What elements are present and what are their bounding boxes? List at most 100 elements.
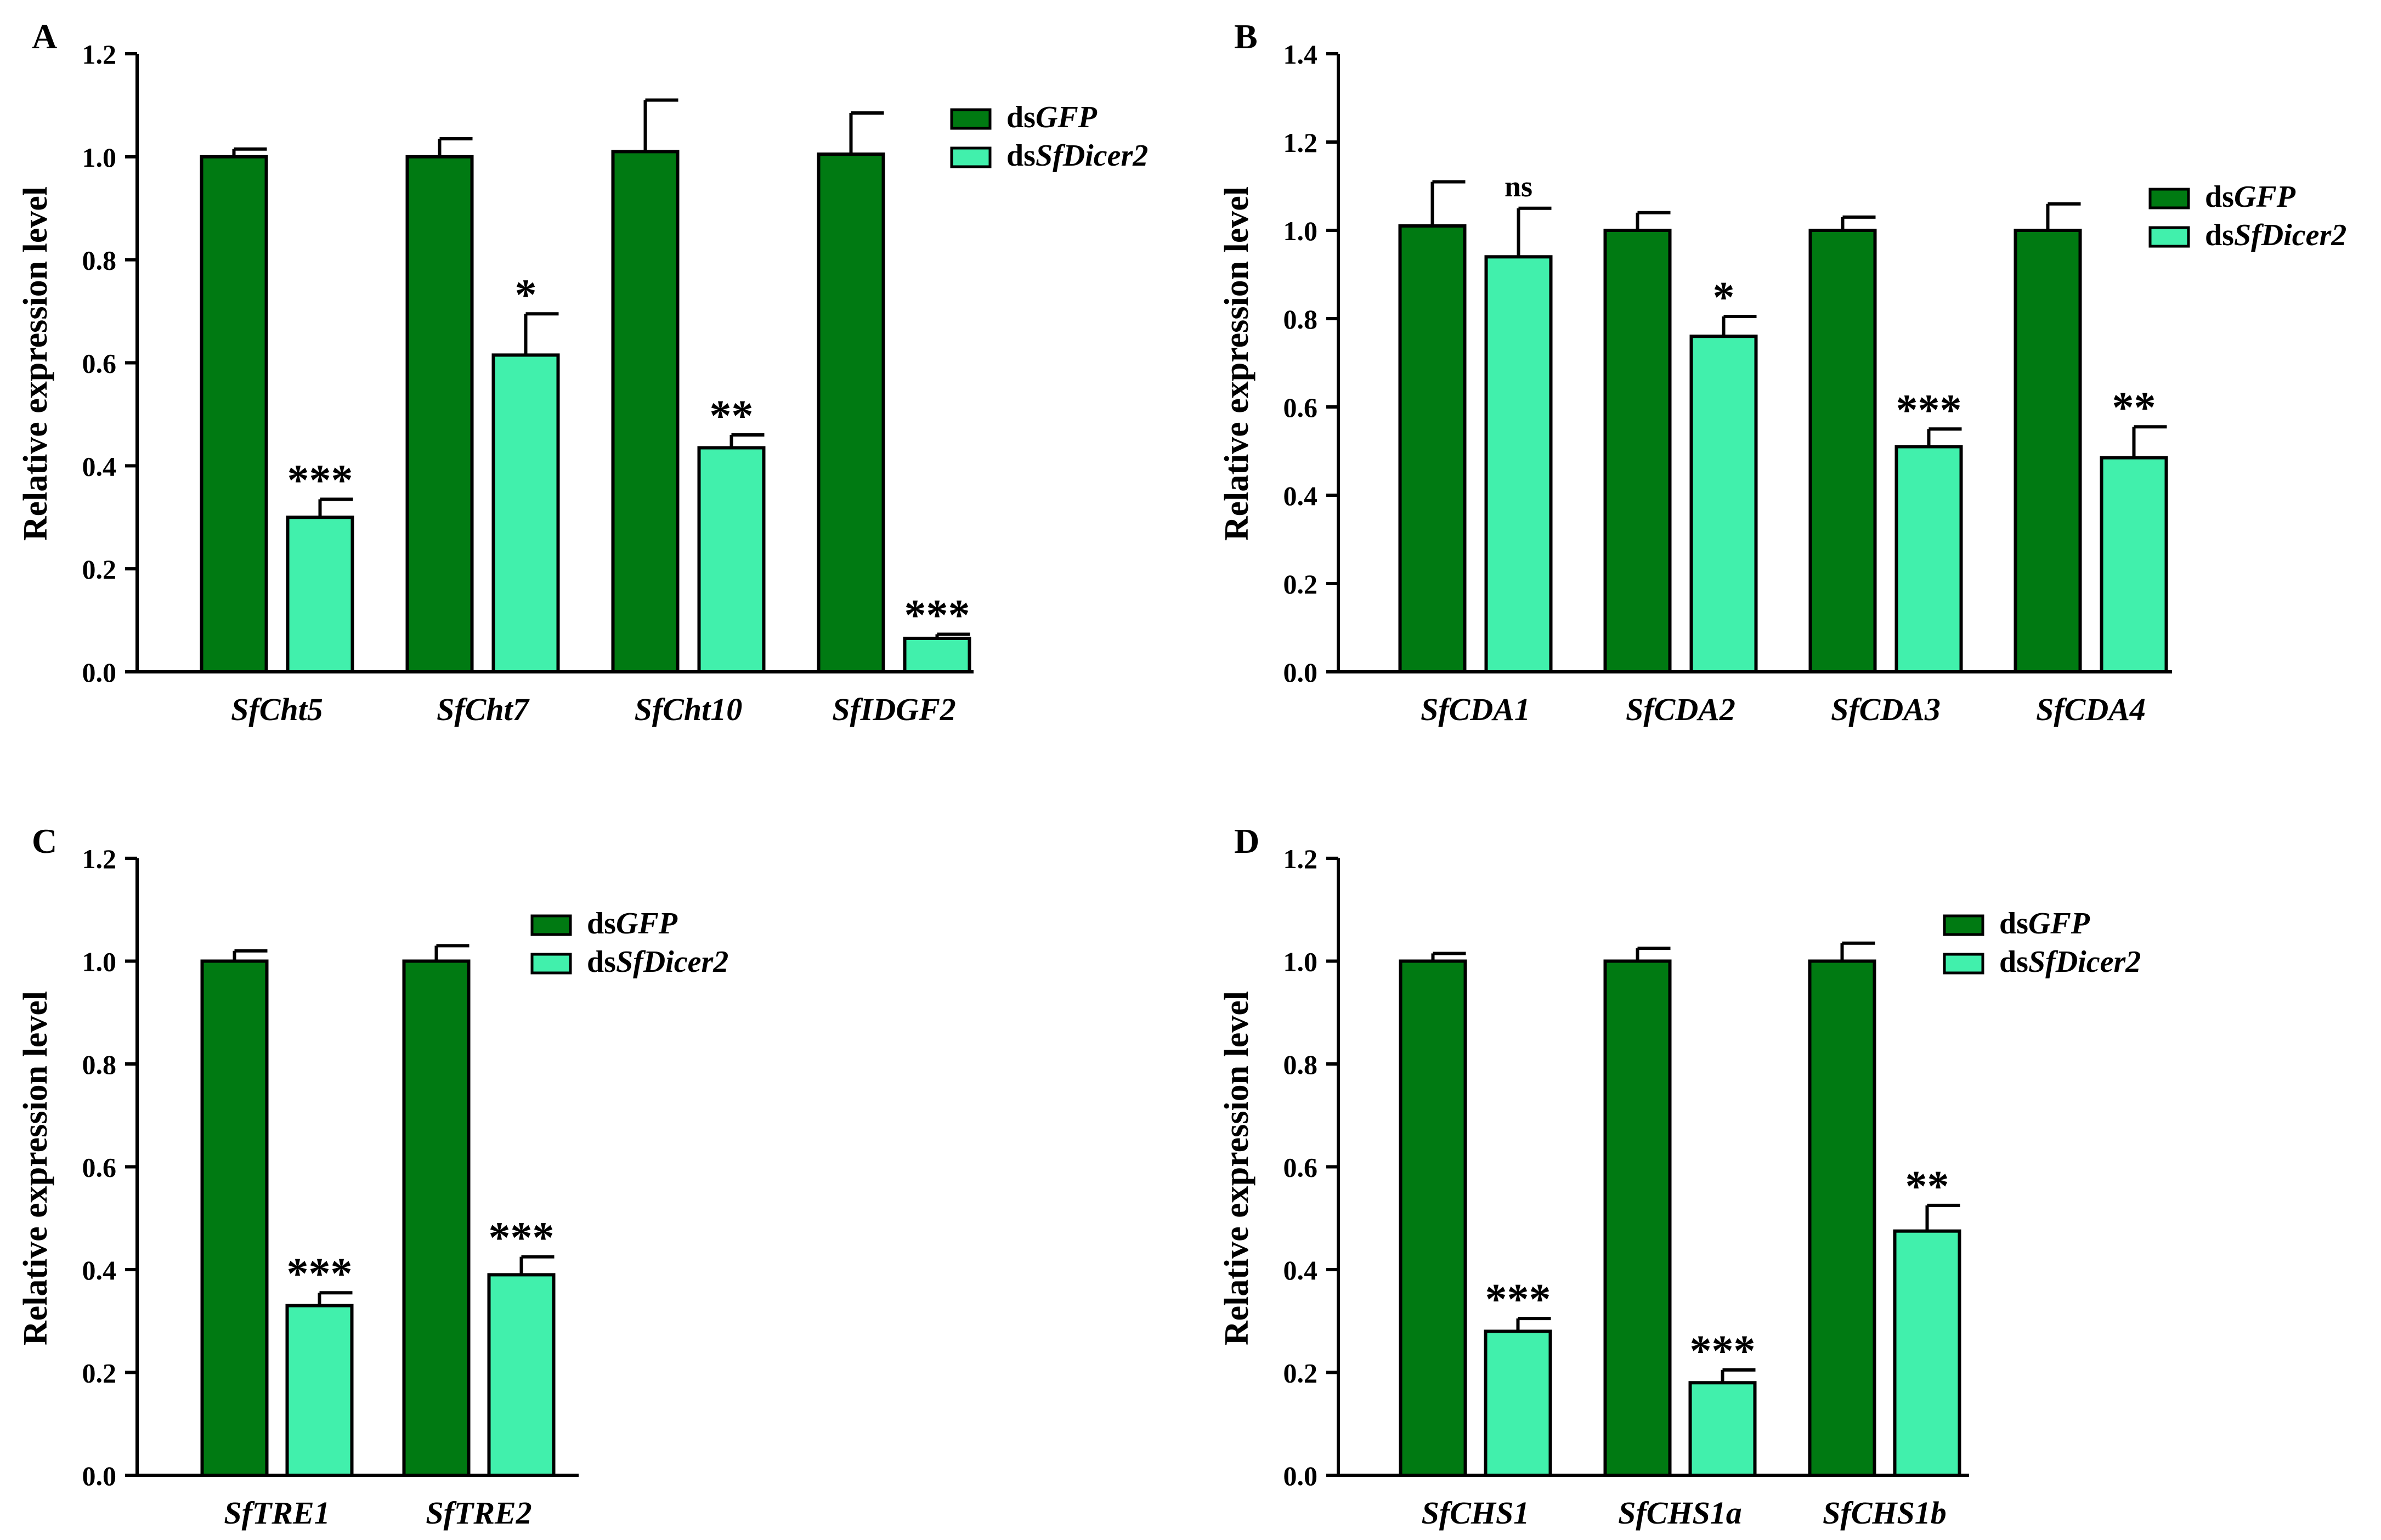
y-tick-label: 1.0 bbox=[82, 142, 117, 173]
legend-gene: GFP bbox=[2028, 907, 2090, 941]
y-axis-label: Relative expression level bbox=[17, 991, 54, 1345]
x-tick-label: SfCDA2 bbox=[1626, 692, 1735, 727]
legend-swatch bbox=[530, 914, 572, 936]
legend-swatch bbox=[950, 108, 992, 130]
legend-swatch bbox=[950, 146, 992, 168]
bar-control bbox=[402, 959, 471, 1477]
bar-control bbox=[1603, 229, 1672, 673]
bar-control bbox=[2014, 229, 2082, 673]
x-tick-label: SfCHS1a bbox=[1618, 1495, 1742, 1531]
bar-control bbox=[1398, 224, 1467, 673]
significance-label: *** bbox=[1690, 1327, 1756, 1375]
bar-control bbox=[1808, 229, 1877, 673]
y-axis-label: Relative expression level bbox=[17, 186, 54, 541]
legend-label: dsGFP bbox=[1999, 907, 2090, 941]
y-tick-label: 0.8 bbox=[1283, 1049, 1318, 1080]
legend-label: dsGFP bbox=[2205, 180, 2296, 214]
y-tick-label: 0.2 bbox=[82, 554, 117, 585]
significance-label: *** bbox=[489, 1214, 555, 1262]
legend-prefix: ds bbox=[1006, 139, 1036, 173]
panel-label: B bbox=[1234, 17, 1258, 56]
bar-control bbox=[1399, 959, 1467, 1477]
legend-gene: SfDicer2 bbox=[616, 945, 728, 979]
y-tick-label: 1.0 bbox=[82, 947, 117, 977]
significance-label: ** bbox=[1905, 1163, 1949, 1211]
significance-label: * bbox=[1713, 274, 1735, 322]
bar-treatment bbox=[697, 446, 766, 674]
y-axis-label: Relative expression level bbox=[1218, 991, 1255, 1345]
y-tick-label: 1.4 bbox=[1283, 39, 1318, 70]
bar-control bbox=[1808, 959, 1876, 1477]
bar-control bbox=[200, 959, 269, 1477]
legend-label: dsSfDicer2 bbox=[587, 945, 728, 979]
panel-b: B Relative expression level 0.0 0.2 0.4 0.6 0.… bbox=[1218, 17, 2346, 727]
bar-treatment bbox=[487, 1273, 556, 1477]
y-tick-label: 0.4 bbox=[1283, 1255, 1318, 1286]
bar-treatment bbox=[1893, 1229, 1961, 1477]
x-tick-label: SfCDA1 bbox=[1421, 692, 1530, 727]
y-tick-label: 0.6 bbox=[82, 1152, 117, 1183]
y-tick-label: 0.0 bbox=[1283, 657, 1318, 688]
y-tick-label: 1.2 bbox=[82, 39, 117, 70]
panel-d: D Relative expression level 0.0 0.2 0.4 0.6 0.… bbox=[1218, 822, 2141, 1531]
legend-prefix: ds bbox=[2205, 180, 2234, 214]
legend-prefix: ds bbox=[1999, 907, 2028, 941]
panel-label: C bbox=[32, 822, 57, 860]
bar-control bbox=[611, 150, 680, 674]
significance-label: *** bbox=[287, 1250, 353, 1298]
x-tick-label: SfIDGF2 bbox=[832, 692, 956, 727]
legend-prefix: ds bbox=[587, 945, 616, 979]
legend-label: dsSfDicer2 bbox=[2205, 218, 2346, 252]
bar-control bbox=[817, 152, 885, 673]
legend-label: dsSfDicer2 bbox=[1999, 945, 2141, 979]
significance-label: ns bbox=[1505, 170, 1532, 203]
bar-treatment bbox=[491, 353, 560, 673]
y-tick-label: 0.4 bbox=[82, 451, 117, 482]
y-tick-label: 1.0 bbox=[1283, 947, 1318, 977]
y-tick-label: 0.6 bbox=[82, 348, 117, 379]
y-tick-label: 0.8 bbox=[82, 245, 117, 276]
bar-treatment bbox=[1484, 255, 1553, 673]
legend-gene: GFP bbox=[616, 907, 678, 941]
legend-prefix: ds bbox=[1999, 945, 2028, 979]
y-tick-label: 1.2 bbox=[82, 843, 117, 874]
legend-gene: GFP bbox=[2234, 180, 2296, 214]
y-tick-label: 0.0 bbox=[82, 1460, 117, 1491]
x-tick-label: SfCHS1b bbox=[1823, 1495, 1947, 1531]
significance-label: *** bbox=[1485, 1276, 1551, 1324]
bar-treatment bbox=[903, 636, 971, 674]
legend-prefix: ds bbox=[587, 907, 616, 941]
legend-swatch bbox=[1943, 914, 1984, 936]
legend-swatch bbox=[1943, 953, 1984, 975]
significance-label: *** bbox=[287, 456, 353, 505]
bar-treatment bbox=[286, 516, 354, 673]
panel-label: A bbox=[32, 17, 57, 56]
y-tick-label: 0.2 bbox=[1283, 569, 1318, 599]
y-tick-label: 0.0 bbox=[82, 657, 117, 688]
legend-swatch bbox=[2148, 188, 2190, 210]
x-tick-label: SfCht5 bbox=[231, 692, 323, 727]
y-tick-label: 0.2 bbox=[82, 1358, 117, 1389]
bar-treatment bbox=[1688, 1381, 1757, 1477]
y-tick-label: 1.0 bbox=[1283, 216, 1318, 246]
significance-label: ** bbox=[710, 392, 754, 440]
x-tick-label: SfCDA3 bbox=[1831, 692, 1941, 727]
bar-treatment bbox=[2100, 456, 2168, 673]
legend-label: dsSfDicer2 bbox=[1006, 139, 1148, 173]
bar-treatment bbox=[1894, 445, 1963, 673]
bar-treatment bbox=[285, 1304, 354, 1477]
x-tick-label: SfCht7 bbox=[437, 692, 530, 727]
y-tick-label: 1.2 bbox=[1283, 127, 1318, 158]
y-tick-label: 0.6 bbox=[1283, 392, 1318, 423]
x-tick-label: SfCht10 bbox=[635, 692, 743, 727]
x-tick-label: SfTRE1 bbox=[224, 1495, 330, 1531]
panel-a: A Relative expression level 0.0 0.2 0.4 0.6 0.… bbox=[17, 17, 1148, 727]
significance-label: *** bbox=[904, 591, 970, 639]
legend-gene: SfDicer2 bbox=[2234, 218, 2346, 252]
x-tick-label: SfCHS1 bbox=[1422, 1495, 1530, 1531]
y-tick-label: 1.2 bbox=[1283, 843, 1318, 874]
bar-control bbox=[1603, 959, 1672, 1477]
legend-gene: SfDicer2 bbox=[2028, 945, 2141, 979]
